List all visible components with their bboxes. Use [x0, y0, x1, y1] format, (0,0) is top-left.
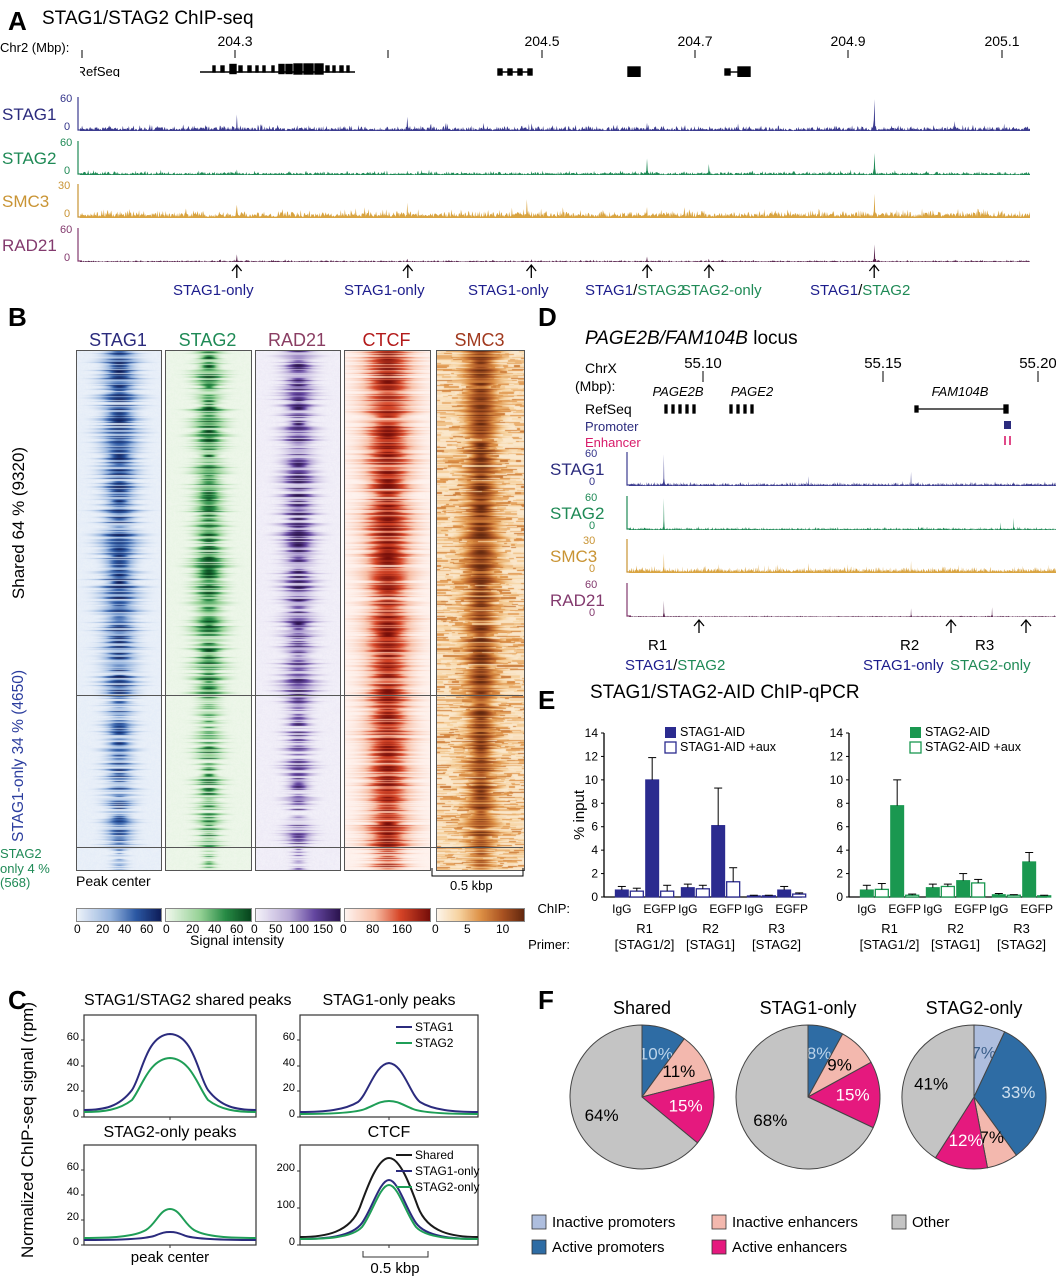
svg-text:EGFP: EGFP: [888, 902, 921, 916]
svg-text:55.10: 55.10: [684, 355, 722, 372]
svg-text:0: 0: [289, 1108, 295, 1120]
svg-text:60: 60: [283, 1031, 295, 1043]
svg-text:STAG1-AID: STAG1-AID: [680, 725, 745, 739]
svg-text:Active enhancers: Active enhancers: [732, 1239, 847, 1256]
svg-text:Inactive promoters: Inactive promoters: [552, 1214, 675, 1231]
svg-text:ChIP:: ChIP:: [537, 901, 570, 916]
svg-text:PAGE2B: PAGE2B: [652, 384, 703, 399]
svg-text:% input: % input: [571, 789, 588, 840]
svg-text:[STAG2]: [STAG2]: [752, 937, 801, 952]
svg-text:IgG: IgG: [989, 902, 1008, 916]
svg-text:IgG: IgG: [612, 902, 631, 916]
svg-text:0.5 kbp: 0.5 kbp: [370, 1260, 419, 1277]
svg-text:0: 0: [289, 1236, 295, 1248]
svg-text:Active promoters: Active promoters: [552, 1239, 665, 1256]
svg-text:60: 60: [67, 1031, 79, 1043]
svg-text:STAG2-AID +aux: STAG2-AID +aux: [925, 740, 1022, 754]
svg-text:STAG2-only: STAG2-only: [415, 1180, 479, 1194]
svg-text:33%: 33%: [1001, 1083, 1035, 1102]
svg-text:EGFP: EGFP: [643, 902, 676, 916]
svg-text:100: 100: [277, 1199, 295, 1211]
svg-text:8: 8: [836, 796, 843, 810]
svg-text:2: 2: [836, 867, 843, 881]
svg-text:Shared: Shared: [415, 1148, 454, 1162]
svg-text:[STAG1]: [STAG1]: [686, 937, 735, 952]
svg-text:EGFP: EGFP: [775, 902, 808, 916]
svg-text:14: 14: [830, 726, 844, 740]
svg-text:12: 12: [830, 749, 844, 763]
svg-text:15%: 15%: [836, 1086, 870, 1105]
svg-text:peak center: peak center: [131, 1249, 209, 1266]
svg-text:10: 10: [830, 773, 844, 787]
svg-text:0: 0: [591, 890, 598, 904]
svg-text:68%: 68%: [753, 1111, 787, 1130]
svg-text:55.20: 55.20: [1019, 355, 1056, 372]
svg-text:EGFP: EGFP: [954, 902, 987, 916]
svg-text:Other: Other: [912, 1214, 950, 1231]
svg-text:R3: R3: [768, 921, 785, 936]
svg-text:64%: 64%: [585, 1106, 619, 1125]
svg-text:40: 40: [283, 1057, 295, 1069]
svg-text:60: 60: [67, 1161, 79, 1173]
svg-text:[STAG1/2]: [STAG1/2]: [615, 937, 675, 952]
svg-text:20: 20: [67, 1082, 79, 1094]
svg-text:STAG1-AID +aux: STAG1-AID +aux: [680, 740, 777, 754]
svg-text:[STAG2]: [STAG2]: [997, 937, 1046, 952]
svg-text:10: 10: [585, 773, 599, 787]
svg-text:40: 40: [67, 1186, 79, 1198]
svg-text:6: 6: [591, 820, 598, 834]
svg-text:15%: 15%: [669, 1097, 703, 1116]
svg-text:9%: 9%: [827, 1055, 852, 1074]
svg-text:R1: R1: [636, 921, 653, 936]
svg-text:41%: 41%: [914, 1075, 948, 1094]
svg-text:12: 12: [585, 749, 599, 763]
svg-text:STAG1: STAG1: [415, 1020, 454, 1034]
svg-text:IgG: IgG: [678, 902, 697, 916]
svg-text:10%: 10%: [639, 1045, 673, 1064]
svg-text:12%: 12%: [949, 1131, 983, 1150]
svg-text:40: 40: [67, 1057, 79, 1069]
svg-text:20: 20: [67, 1211, 79, 1223]
svg-text:R2: R2: [947, 921, 964, 936]
svg-text:[STAG1]: [STAG1]: [931, 937, 980, 952]
svg-text:STAG2: STAG2: [415, 1036, 454, 1050]
svg-text:55.15: 55.15: [864, 355, 902, 372]
svg-text:STAG1-only: STAG1-only: [415, 1164, 479, 1178]
svg-text:FAM104B: FAM104B: [932, 384, 989, 399]
svg-text:EGFP: EGFP: [709, 902, 742, 916]
svg-text:200: 200: [277, 1162, 295, 1174]
svg-text:6: 6: [836, 820, 843, 834]
svg-text:EGFP: EGFP: [1020, 902, 1053, 916]
svg-text:8: 8: [591, 796, 598, 810]
svg-text:[STAG1/2]: [STAG1/2]: [860, 937, 920, 952]
svg-text:Primer:: Primer:: [528, 937, 570, 952]
svg-text:2: 2: [591, 867, 598, 881]
svg-text:4: 4: [591, 843, 598, 857]
svg-text:11%: 11%: [663, 1062, 696, 1081]
svg-text:0: 0: [73, 1236, 79, 1248]
svg-text:R3: R3: [1013, 921, 1030, 936]
svg-text:20: 20: [283, 1082, 295, 1094]
svg-text:R2: R2: [702, 921, 719, 936]
svg-text:14: 14: [585, 726, 599, 740]
svg-text:STAG2-AID: STAG2-AID: [925, 725, 990, 739]
svg-text:Inactive enhancers: Inactive enhancers: [732, 1214, 858, 1231]
svg-text:0: 0: [836, 890, 843, 904]
svg-text:R1: R1: [881, 921, 898, 936]
svg-text:0: 0: [73, 1108, 79, 1120]
svg-text:4: 4: [836, 843, 843, 857]
svg-text:IgG: IgG: [744, 902, 763, 916]
svg-text:IgG: IgG: [857, 902, 876, 916]
svg-text:IgG: IgG: [923, 902, 942, 916]
svg-text:PAGE2: PAGE2: [731, 384, 774, 399]
